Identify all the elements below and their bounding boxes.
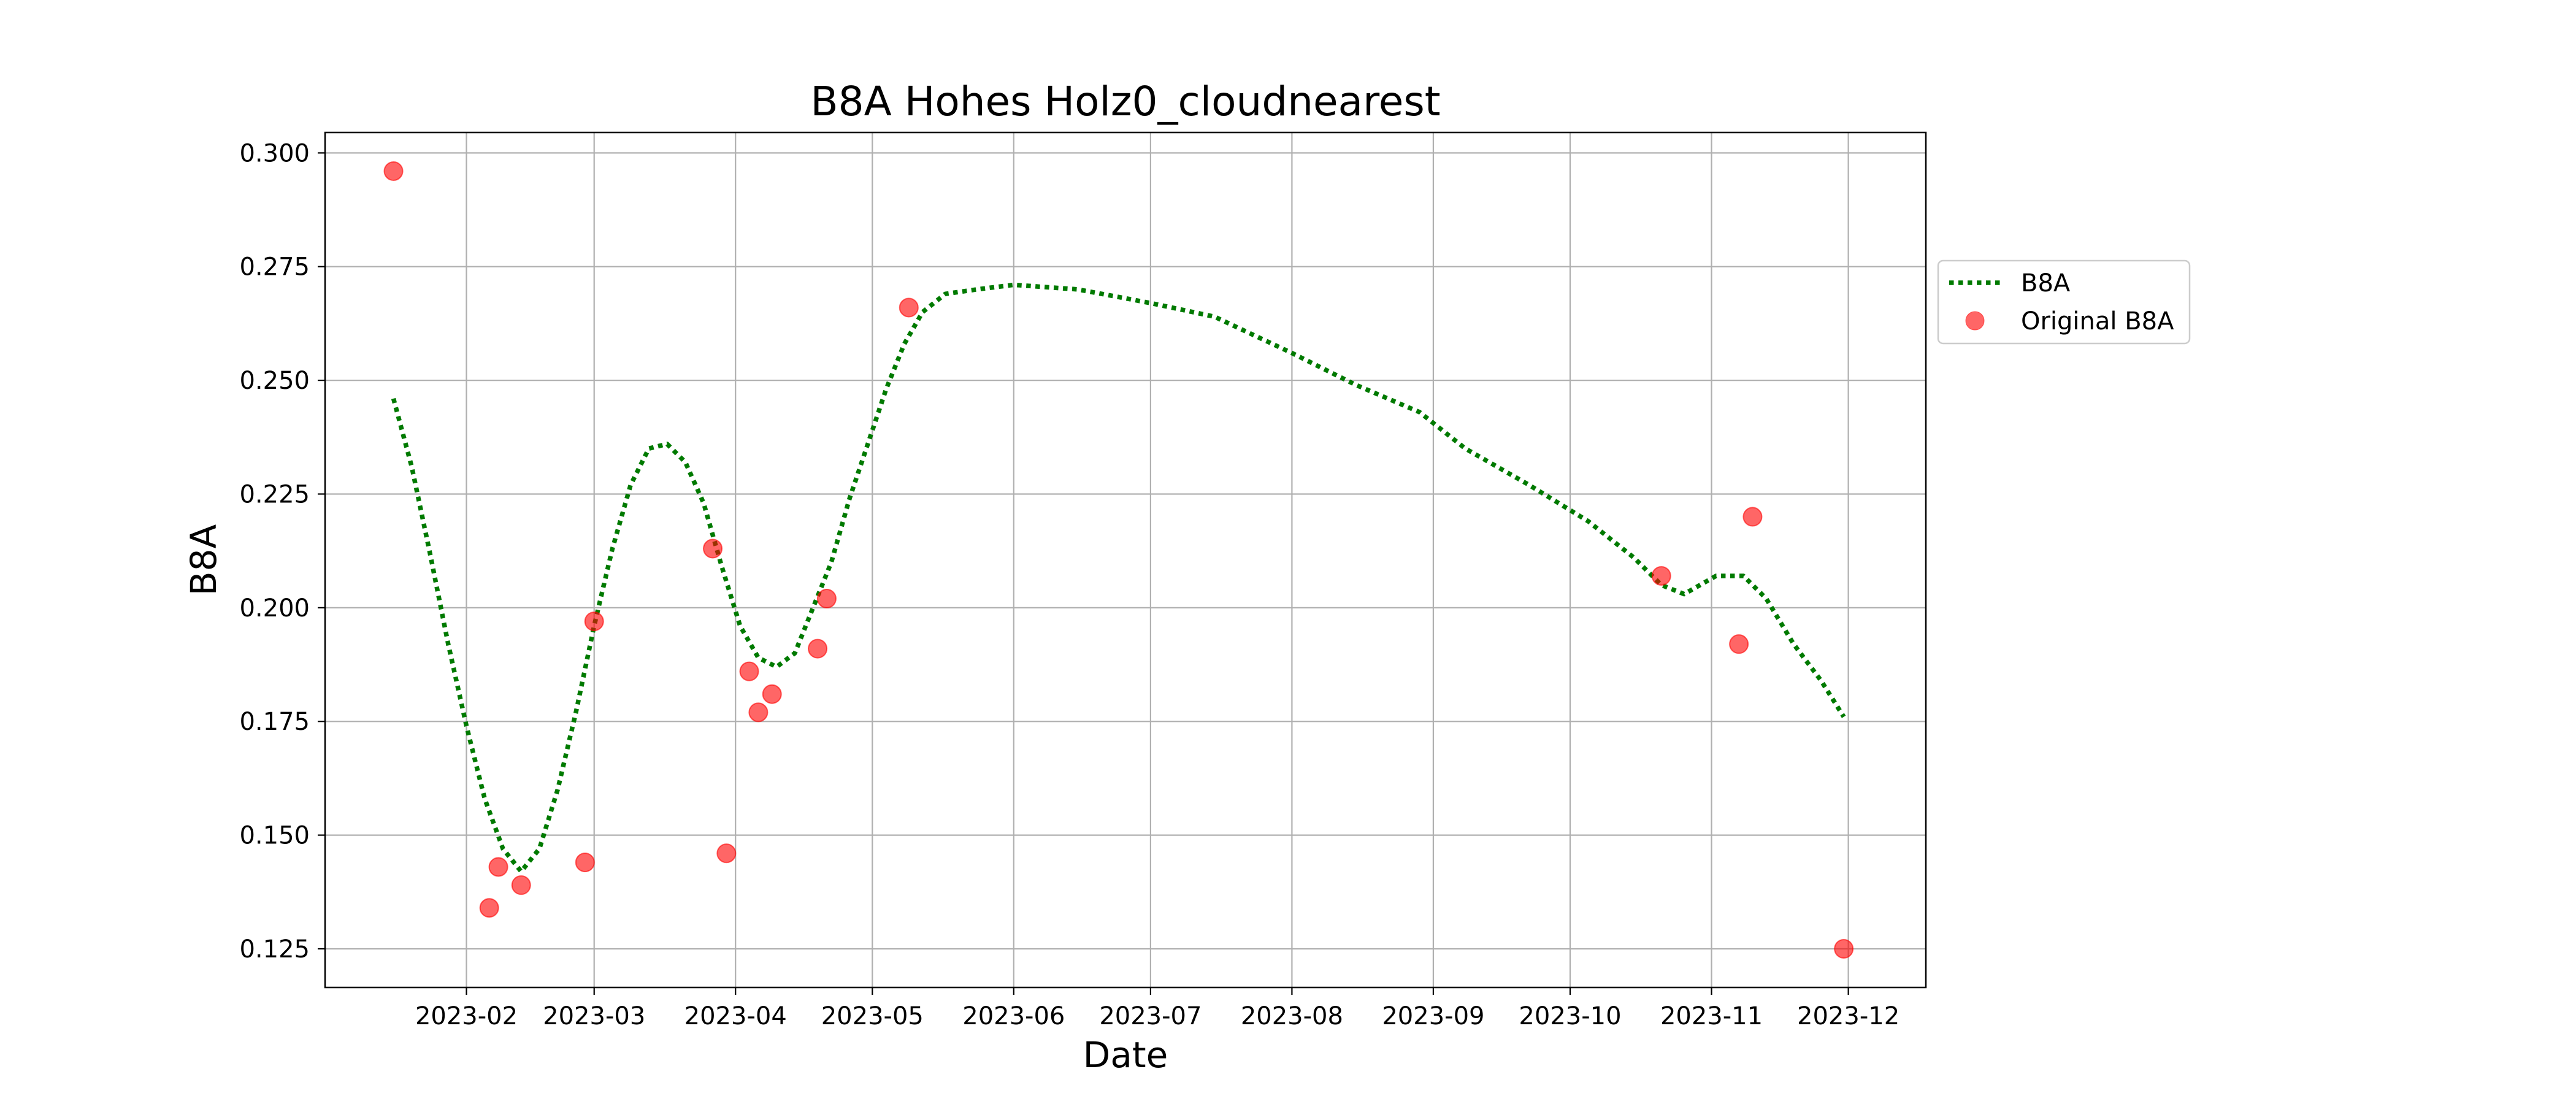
original-b8a-point (739, 661, 759, 681)
x-tick-label: 2023-03 (543, 1002, 645, 1030)
original-b8a-point (479, 898, 499, 918)
y-tick-label: 0.275 (239, 253, 310, 282)
original-b8a-point (383, 161, 404, 182)
grid (325, 132, 1926, 987)
y-tick-label: 0.125 (239, 935, 310, 964)
x-tick-label: 2023-04 (684, 1002, 787, 1030)
original-b8a-point (808, 638, 828, 659)
legend-label-line: B8A (2021, 269, 2071, 297)
x-tick-label: 2023-12 (1797, 1002, 1899, 1030)
legend-frame (1937, 259, 2191, 345)
chart-title: B8A Hohes Holz0_cloudnearest (810, 78, 1440, 125)
y-tick-label: 0.225 (239, 480, 310, 508)
original-b8a-point (703, 539, 723, 559)
plot-frame (324, 131, 1927, 989)
y-axis-label: B8A (183, 524, 224, 596)
x-tick-label: 2023-06 (962, 1002, 1065, 1030)
x-tick-label: 2023-02 (415, 1002, 518, 1030)
legend-label-points: Original B8A (2021, 307, 2174, 335)
original-b8a-point (762, 684, 782, 704)
original-b8a-point (1834, 938, 1854, 959)
y-tick-label: 0.300 (239, 139, 310, 167)
original-b8a-point (1742, 507, 1763, 527)
original-b8a-point (511, 875, 531, 895)
original-b8a-point (716, 843, 737, 864)
legend-marker-swatch (1965, 311, 1985, 331)
y-tick-label: 0.150 (239, 822, 310, 850)
x-axis-label: Date (1083, 1034, 1168, 1076)
original-b8a-point (488, 857, 508, 877)
original-b8a-point (584, 611, 604, 632)
original-b8a-point (1729, 634, 1749, 654)
original-b8a-point (899, 297, 919, 318)
line-series-layer (391, 282, 1846, 874)
original-b8a-point (816, 589, 837, 609)
x-tick-label: 2023-09 (1382, 1002, 1484, 1030)
x-tick-label: 2023-10 (1519, 1002, 1621, 1030)
x-tick-label: 2023-08 (1241, 1002, 1343, 1030)
b8a-line (391, 282, 1846, 874)
y-axis: 0.125 0.150 0.175 0.200 0.225 0.250 0.275 0.300 (239, 139, 325, 964)
x-tick-label: 2023-11 (1660, 1002, 1763, 1030)
x-tick-label: 2023-05 (821, 1002, 924, 1030)
original-b8a-point (748, 702, 769, 723)
y-tick-label: 0.175 (239, 708, 310, 736)
legend: B8A Original B8A (1937, 259, 2191, 345)
y-tick-label: 0.250 (239, 367, 310, 395)
original-b8a-point (1651, 565, 1671, 586)
original-b8a-point (575, 853, 595, 873)
x-axis: 2023-02 2023-03 2023-04 2023-05 2023-06 2023-… (415, 987, 1899, 1030)
scatter-series-layer (383, 161, 1854, 959)
x-tick-label: 2023-07 (1099, 1002, 1202, 1030)
y-tick-label: 0.200 (239, 594, 310, 623)
